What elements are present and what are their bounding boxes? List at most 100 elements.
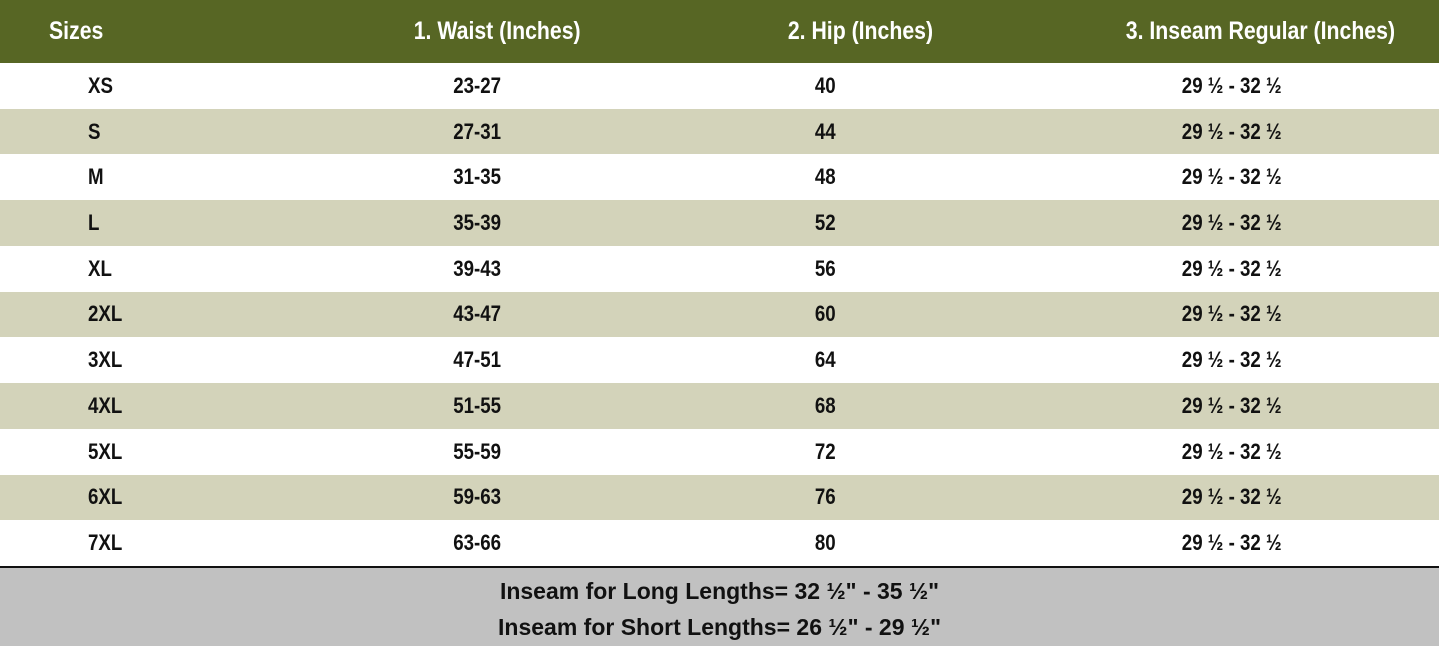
table-cell: S (88, 109, 103, 155)
table-cell: 63-66 (277, 520, 677, 566)
table-cell: 6XL (88, 475, 128, 521)
table-row: 6XL 59-63 76 29 ½ - 32 ½ (0, 474, 1439, 521)
table-row: XS 23-27 40 29 ½ - 32 ½ (0, 63, 1439, 109)
table-cell-text: 31-35 (453, 164, 501, 190)
table-cell-text: 29 ½ - 32 ½ (1182, 530, 1282, 556)
table-cell: 39-43 (277, 246, 677, 292)
table-cell-text: 56 (814, 255, 836, 281)
table-cell-text: 52 (814, 210, 836, 236)
table-cell: 48 (625, 154, 1025, 200)
table-cell-text: 44 (814, 118, 836, 144)
table-cell: 23-27 (277, 63, 677, 109)
table-cell-text: XS (88, 72, 113, 98)
table-row: M 31-35 48 29 ½ - 32 ½ (0, 154, 1439, 200)
table-cell-text: 68 (814, 392, 836, 418)
header-cell: Sizes (49, 0, 113, 63)
table-cell-text: 29 ½ - 32 ½ (1182, 347, 1282, 373)
table-cell: 51-55 (277, 383, 677, 429)
table-cell-text: 59-63 (453, 484, 501, 510)
table-cell-text: 29 ½ - 32 ½ (1182, 210, 1282, 236)
table-cell: 44 (625, 109, 1025, 155)
table-cell-text: 5XL (88, 438, 123, 464)
table-cell: XS (88, 63, 117, 109)
table-cell: 29 ½ - 32 ½ (1032, 383, 1432, 429)
table-cell-text: 64 (814, 347, 836, 373)
table-cell: 29 ½ - 32 ½ (1032, 63, 1432, 109)
table-cell: 35-39 (277, 200, 677, 246)
header-cell: 1. Waist (Inches) (297, 0, 697, 63)
table-cell-text: 27-31 (453, 118, 501, 144)
table-cell: 68 (625, 383, 1025, 429)
table-cell: 40 (625, 63, 1025, 109)
table-cell-text: 63-66 (453, 530, 501, 556)
table-cell-text: 47-51 (453, 347, 501, 373)
table-cell: 5XL (88, 429, 128, 475)
table-cell: 52 (625, 200, 1025, 246)
table-cell-text: 4XL (88, 392, 123, 418)
table-header: Sizes 1. Waist (Inches) 2. Hip (Inches) 3. … (0, 0, 1439, 63)
table-row: 2XL 43-47 60 29 ½ - 32 ½ (0, 291, 1439, 338)
table-cell-text: 3XL (88, 347, 123, 373)
table-cell: 29 ½ - 32 ½ (1032, 292, 1432, 338)
table-cell: 31-35 (277, 154, 677, 200)
table-cell: 47-51 (277, 337, 677, 383)
header-cell: 3. Inseam Regular (Inches) (1060, 0, 1439, 63)
table-cell: 55-59 (277, 429, 677, 475)
table-cell: 29 ½ - 32 ½ (1032, 246, 1432, 292)
header-cell-text: Sizes (49, 17, 104, 45)
table-cell: 29 ½ - 32 ½ (1032, 200, 1432, 246)
table-cell-text: 29 ½ - 32 ½ (1182, 255, 1282, 281)
table-cell-text: 72 (814, 438, 836, 464)
table-cell: 3XL (88, 337, 128, 383)
table-cell: 56 (625, 246, 1025, 292)
table-cell-text: 40 (814, 72, 836, 98)
table-cell-text: 48 (814, 164, 836, 190)
table-cell: 29 ½ - 32 ½ (1032, 109, 1432, 155)
footer: Inseam for Long Lengths= 32 ½" - 35 ½" I… (0, 566, 1439, 646)
table-cell: 60 (625, 292, 1025, 338)
table-row: L 35-39 52 29 ½ - 32 ½ (0, 200, 1439, 246)
table-cell-text: 51-55 (453, 392, 501, 418)
table-cell: 64 (625, 337, 1025, 383)
header-cell-text: 3. Inseam Regular (Inches) (1125, 17, 1395, 45)
table-cell-text: 29 ½ - 32 ½ (1182, 72, 1282, 98)
table-cell: 4XL (88, 383, 128, 429)
table-cell-text: 29 ½ - 32 ½ (1182, 301, 1282, 327)
table-row: XL 39-43 56 29 ½ - 32 ½ (0, 246, 1439, 292)
table-cell: 27-31 (277, 109, 677, 155)
table-cell: M (88, 154, 106, 200)
header-cell: 2. Hip (Inches) (660, 0, 1060, 63)
table-cell: 29 ½ - 32 ½ (1032, 429, 1432, 475)
table-row: 5XL 55-59 72 29 ½ - 32 ½ (0, 429, 1439, 475)
table-cell: 7XL (88, 520, 128, 566)
footer-line: Inseam for Short Lengths= 26 ½" - 29 ½" (498, 614, 941, 640)
table-cell: 29 ½ - 32 ½ (1032, 520, 1432, 566)
table-cell-text: 7XL (88, 530, 123, 556)
table-cell: 43-47 (277, 292, 677, 338)
table-row: 3XL 47-51 64 29 ½ - 32 ½ (0, 337, 1439, 383)
footer-line: Inseam for Long Lengths= 32 ½" - 35 ½" (499, 578, 940, 604)
table-cell-text: 29 ½ - 32 ½ (1182, 484, 1282, 510)
table-cell-text: 76 (814, 484, 836, 510)
table-cell-text: M (88, 164, 104, 190)
table-cell-text: 29 ½ - 32 ½ (1182, 438, 1282, 464)
table-cell-text: 60 (814, 301, 836, 327)
table-cell: 59-63 (277, 475, 677, 521)
table-cell: 72 (625, 429, 1025, 475)
table-cell-text: 29 ½ - 32 ½ (1182, 118, 1282, 144)
table-cell-text: 6XL (88, 484, 123, 510)
header-cell-text: 2. Hip (Inches) (787, 17, 933, 45)
table-cell: XL (88, 246, 116, 292)
table-cell: L (88, 200, 101, 246)
table-cell-text: 2XL (88, 301, 123, 327)
table-row: S 27-31 44 29 ½ - 32 ½ (0, 108, 1439, 155)
table-row: 4XL 51-55 68 29 ½ - 32 ½ (0, 383, 1439, 429)
table-cell-text: 23-27 (453, 72, 501, 98)
table-cell-text: 55-59 (453, 438, 501, 464)
table-cell: 80 (625, 520, 1025, 566)
table-cell-text: 35-39 (453, 210, 501, 236)
table-cell-text: 43-47 (453, 301, 501, 327)
table-cell-text: XL (88, 255, 112, 281)
table-cell-text: 29 ½ - 32 ½ (1182, 164, 1282, 190)
